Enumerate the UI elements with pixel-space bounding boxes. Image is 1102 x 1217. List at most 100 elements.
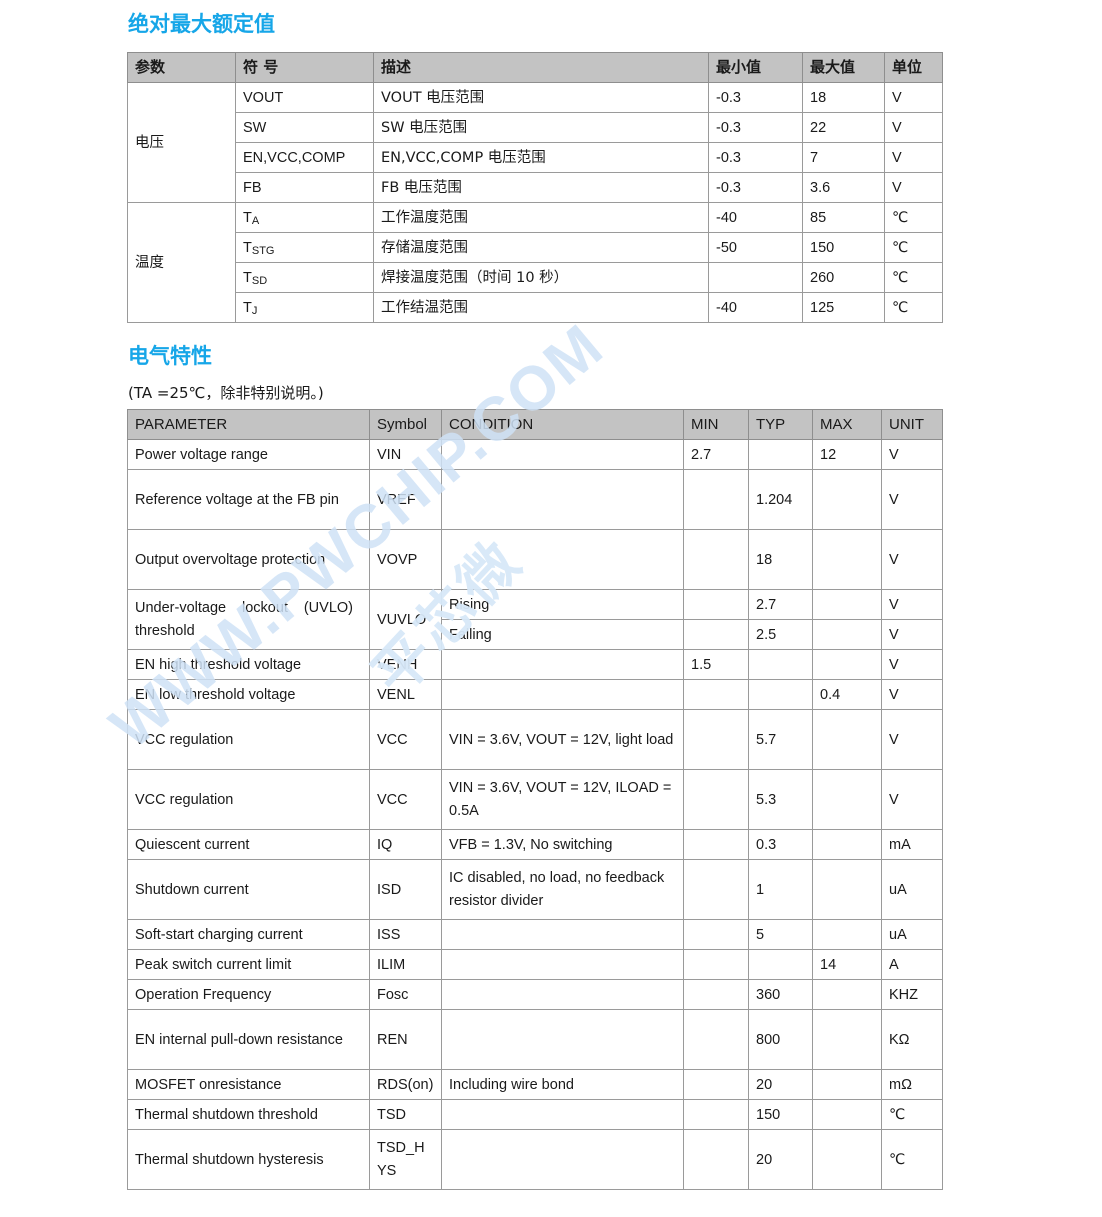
cell-parameter: Under-voltage lockout (UVLO) threshold [127,589,370,651]
cell-min [683,469,749,531]
cell-description: SW 电压范围 [373,112,709,144]
cell-symbol: ISD [369,859,442,921]
cell-typ: 2.5 [748,619,813,651]
cell-typ [748,649,813,681]
cell-symbol: ISS [369,919,442,951]
cell-max: 12 [812,439,882,471]
cell-unit: V [881,619,943,651]
col-header-typ: TYP [748,408,813,441]
cell-parameter: Output overvoltage protection [127,529,370,591]
cell-condition: IC disabled, no load, no feedback resist… [441,859,684,921]
cell-symbol: VENH [369,649,442,681]
cell-typ: 2.7 [748,589,813,621]
cell-parameter: VCC regulation [127,709,370,771]
cell-min: -0.3 [708,112,803,144]
absolute-maximum-ratings-table: 参数 符 号 描述 最小值 最大值 单位 电压 VOUT VOUT 电压范围 -… [127,51,943,324]
cell-unit: ℃ [884,202,943,234]
cell-symbol: IQ [369,829,442,861]
cell-unit: A [881,949,943,981]
cell-max: 125 [802,292,885,324]
table-row: Under-voltage lockout (UVLO) threshold V… [127,589,943,651]
cell-condition: VFB = 1.3V, No switching [441,829,684,861]
cell-max [812,529,882,591]
cell-condition [441,649,684,681]
table-row: Soft-start charging current ISS 5 uA [127,919,943,951]
col-header-symbol: 符 号 [235,51,374,84]
cell-min [683,679,749,711]
cell-parameter: Quiescent current [127,829,370,861]
table-row: VCC regulation VCC VIN = 3.6V, VOUT = 12… [127,769,943,831]
cell-parameter: EN high threshold voltage [127,649,370,681]
table-row: VCC regulation VCC VIN = 3.6V, VOUT = 12… [127,709,943,771]
cell-max [812,829,882,861]
cell-symbol: VUVLO [369,589,442,651]
cell-unit: V [884,172,943,204]
cell-min: 2.7 [683,439,749,471]
cell-symbol: SW [235,112,374,144]
cell-unit: V [884,82,943,114]
cell-max: 14 [812,949,882,981]
cell-typ [748,679,813,711]
cell-unit: ℃ [881,1099,943,1131]
cell-symbol: VENL [369,679,442,711]
cell-typ: 20 [748,1129,813,1191]
table-header-row: PARAMETER Symbol CONDITION MIN TYP MAX U… [127,408,943,441]
table-row: FB FB 电压范围 -0.3 3.6 V [128,172,943,204]
cell-parameter: MOSFET onresistance [127,1069,370,1101]
cell-parameter: EN internal pull-down resistance [127,1009,370,1071]
cell-symbol: TSD [369,1099,442,1131]
cell-min [683,1009,749,1071]
cell-unit: uA [881,919,943,951]
cell-max [812,1069,882,1101]
cell-max: 3.6 [802,172,885,204]
cell-min [683,1069,749,1101]
cell-symbol: TSD [235,262,374,294]
cell-unit: mΩ [881,1069,943,1101]
cell-description: FB 电压范围 [373,172,709,204]
table-row: 电压 VOUT VOUT 电压范围 -0.3 18 V [127,82,943,204]
table-row: Quiescent current IQ VFB = 1.3V, No swit… [127,829,943,861]
cell-typ: 0.3 [748,829,813,861]
cell-unit: V [884,112,943,144]
cell-max: 22 [802,112,885,144]
cell-min [683,1099,749,1131]
table-row: Reference voltage at the FB pin VREF 1.2… [127,469,943,531]
cell-condition [441,469,684,531]
col-header-min: MIN [683,408,749,441]
cell-description: 工作温度范围 [373,202,709,234]
cell-max [812,1099,882,1131]
cell-min: -0.3 [708,142,803,174]
col-header-parameter: 参数 [127,51,236,84]
electrical-conditions-note: (TA =25℃，除非特别说明。) [128,384,324,402]
cell-max [812,1009,882,1071]
cell-symbol: VOUT [235,82,374,114]
cell-symbol: Fosc [369,979,442,1011]
cell-max: 7 [802,142,885,174]
cell-max [812,469,882,531]
cell-unit: V [881,529,943,591]
cell-max: 150 [802,232,885,264]
cell-condition: Rising [441,589,684,621]
section-title-electrical-characteristics: 电气特性 [128,344,212,368]
cell-min: -40 [708,202,803,234]
cell-symbol: FB [235,172,374,204]
cell-unit: V [881,439,943,471]
cell-min [683,529,749,591]
table-row: EN high threshold voltage VENH 1.5 V [127,649,943,681]
cell-min: -50 [708,232,803,264]
cell-min: -0.3 [708,82,803,114]
cell-unit: ℃ [881,1129,943,1191]
cell-symbol: REN [369,1009,442,1071]
cell-symbol: TSD_HYS [369,1129,442,1191]
cell-parameter: VCC regulation [127,769,370,831]
cell-condition: Including wire bond [441,1069,684,1101]
cell-typ: 800 [748,1009,813,1071]
cell-min [683,919,749,951]
table-row: Shutdown current ISD IC disabled, no loa… [127,859,943,921]
cell-condition [441,679,684,711]
cell-typ: 5.3 [748,769,813,831]
cell-symbol: TA [235,202,374,234]
cell-symbol: VREF [369,469,442,531]
cell-unit: mA [881,829,943,861]
cell-parameter: Thermal shutdown hysteresis [127,1129,370,1191]
